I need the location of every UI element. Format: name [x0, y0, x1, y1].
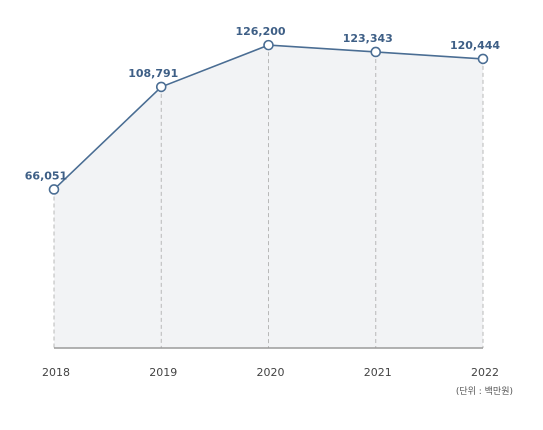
- data-point-2021: [370, 46, 382, 58]
- data-label-2020: 126,200: [235, 25, 285, 38]
- data-label-2021: 123,343: [343, 32, 393, 45]
- x-tick-label-2019: 2019: [149, 366, 177, 379]
- data-point-2018: [48, 184, 60, 195]
- data-label-2018: 66,051: [25, 169, 67, 182]
- data-label-2022: 120,444: [450, 39, 500, 52]
- x-tick-label-2018: 2018: [42, 366, 70, 379]
- x-tick-labels: 2018 2019 2020 2021 2022: [42, 366, 499, 379]
- data-labels: 66,051 108,791 126,200 123,343 120,444: [25, 25, 501, 182]
- vertical-guides: [53, 45, 484, 348]
- data-label-2019: 108,791: [128, 67, 178, 80]
- data-point-2022: [477, 53, 489, 65]
- data-point-2019: [155, 81, 167, 93]
- x-tick-label-2022: 2022: [471, 366, 499, 379]
- data-points: [48, 39, 489, 195]
- unit-note: (단위 : 백만원): [455, 387, 513, 397]
- data-point-2020: [263, 39, 274, 51]
- x-tick-label-2021: 2021: [364, 366, 392, 379]
- x-tick-label-2020: 2020: [257, 366, 285, 379]
